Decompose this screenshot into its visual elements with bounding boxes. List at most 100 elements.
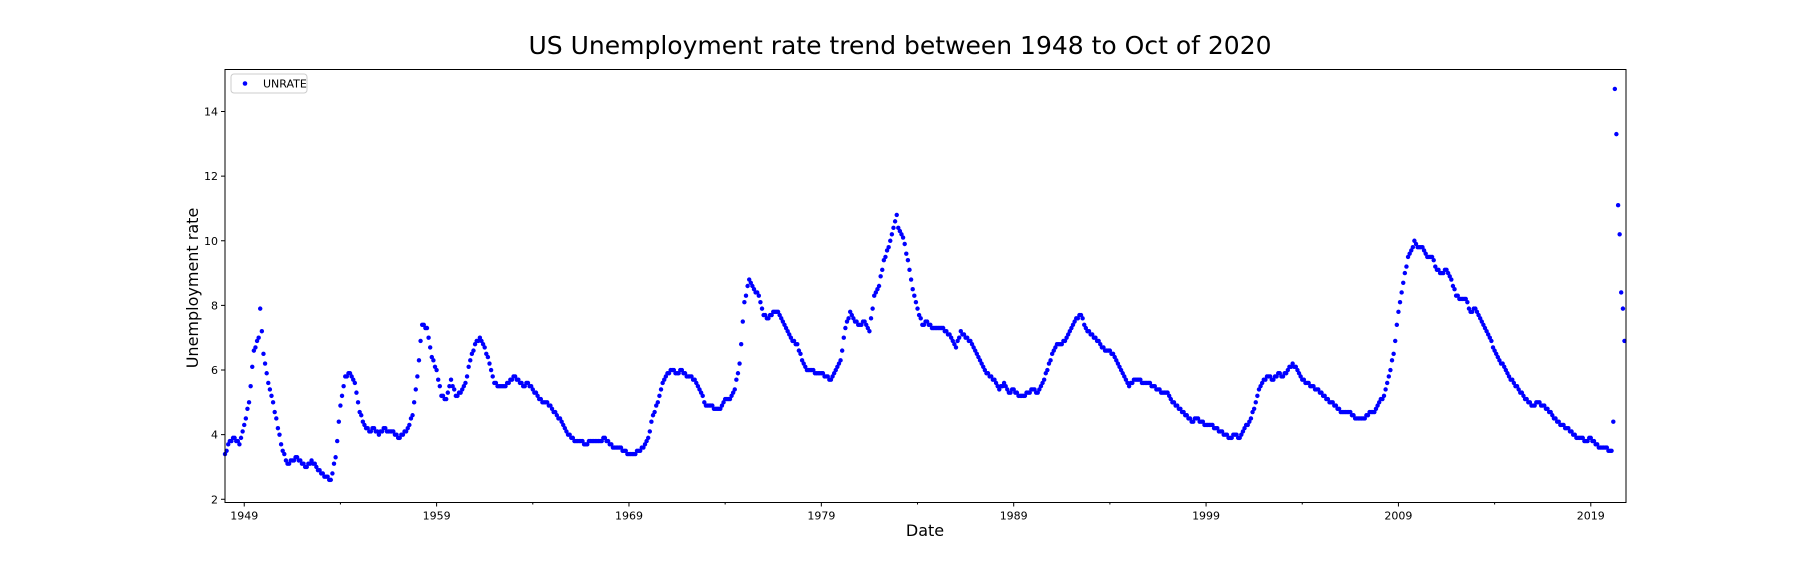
data-point xyxy=(843,325,848,331)
data-point xyxy=(266,380,271,386)
data-point xyxy=(1452,287,1457,292)
data-point xyxy=(468,358,473,363)
data-point xyxy=(738,341,744,347)
data-point xyxy=(335,438,340,444)
data-point xyxy=(431,358,436,363)
data-point xyxy=(410,413,415,418)
data-point xyxy=(867,329,872,334)
data-point xyxy=(262,361,268,366)
data-point xyxy=(1614,131,1619,137)
x-tick-label: 1989 xyxy=(1000,510,1028,523)
y-tick-label: 12 xyxy=(204,170,218,183)
data-point xyxy=(907,267,912,273)
data-point xyxy=(416,358,422,363)
data-point xyxy=(647,429,653,434)
data-point xyxy=(1383,387,1388,392)
data-point xyxy=(338,403,343,408)
x-tick-label: 1949 xyxy=(230,510,258,523)
data-point xyxy=(259,329,265,334)
data-point xyxy=(743,293,749,298)
data-point xyxy=(1041,377,1047,382)
data-point xyxy=(224,448,229,453)
data-point xyxy=(880,267,885,273)
data-point xyxy=(1251,406,1257,411)
data-point xyxy=(795,341,800,347)
data-point xyxy=(245,406,250,411)
data-point xyxy=(1620,306,1626,311)
chart-title: US Unemployment rate trend between 1948 … xyxy=(528,31,1271,60)
data-point xyxy=(737,361,742,366)
data-point xyxy=(740,319,745,324)
data-point xyxy=(913,299,919,305)
data-point xyxy=(918,316,923,321)
data-point xyxy=(652,409,657,415)
data-point xyxy=(445,390,451,395)
data-point xyxy=(272,409,277,415)
data-point xyxy=(333,455,338,460)
data-point xyxy=(1248,416,1254,421)
data-point xyxy=(905,257,911,263)
data-point xyxy=(341,383,346,389)
data-point xyxy=(482,345,487,350)
data-point xyxy=(1612,86,1618,92)
y-tick-label: 6 xyxy=(211,364,218,377)
data-point xyxy=(1404,264,1409,269)
data-point xyxy=(466,364,471,369)
data-point xyxy=(1615,203,1621,208)
x-tick-label: 1979 xyxy=(807,510,835,523)
data-point xyxy=(1253,400,1258,405)
data-point xyxy=(418,338,423,344)
data-point xyxy=(889,232,895,237)
data-point xyxy=(413,387,418,392)
data-point xyxy=(407,422,412,428)
data-point xyxy=(1401,280,1406,285)
data-point xyxy=(646,435,651,441)
data-point xyxy=(1388,367,1393,373)
x-tick-label: 1969 xyxy=(615,510,643,523)
data-point xyxy=(336,419,342,424)
data-point xyxy=(870,306,875,311)
data-point xyxy=(437,383,443,389)
data-point xyxy=(649,419,654,424)
data-point xyxy=(657,393,662,399)
data-point xyxy=(1611,419,1616,424)
y-tick-label: 4 xyxy=(211,429,218,442)
data-point xyxy=(655,400,661,405)
data-point xyxy=(732,387,737,392)
data-point xyxy=(248,383,253,389)
data-point xyxy=(891,225,896,231)
data-point xyxy=(250,364,255,369)
data-point xyxy=(1391,351,1396,357)
x-tick-label: 2009 xyxy=(1384,510,1412,523)
data-point xyxy=(339,393,345,399)
data-point xyxy=(759,306,765,311)
data-point xyxy=(256,335,261,340)
data-point xyxy=(1402,270,1408,276)
data-point xyxy=(243,416,249,421)
data-point xyxy=(745,283,750,289)
data-point xyxy=(490,374,495,379)
data-point xyxy=(253,345,258,350)
data-point xyxy=(267,387,273,392)
data-point xyxy=(1449,277,1454,282)
y-tick-label: 14 xyxy=(204,106,218,119)
data-point xyxy=(1386,374,1392,379)
data-point xyxy=(261,351,266,357)
data-point xyxy=(275,425,281,431)
data-point xyxy=(487,361,492,366)
data-point xyxy=(886,245,891,250)
x-tick-label: 1999 xyxy=(1192,510,1220,523)
data-point xyxy=(1397,299,1403,305)
x-axis-label: Date xyxy=(906,521,944,540)
data-point xyxy=(1255,393,1260,399)
data-point xyxy=(742,299,747,305)
data-point xyxy=(735,371,741,376)
data-point xyxy=(841,335,846,340)
data-point xyxy=(912,293,917,298)
data-point xyxy=(434,367,439,373)
data-point xyxy=(1045,367,1050,373)
data-point xyxy=(352,380,358,386)
data-point xyxy=(427,345,433,350)
data-point xyxy=(238,435,244,441)
